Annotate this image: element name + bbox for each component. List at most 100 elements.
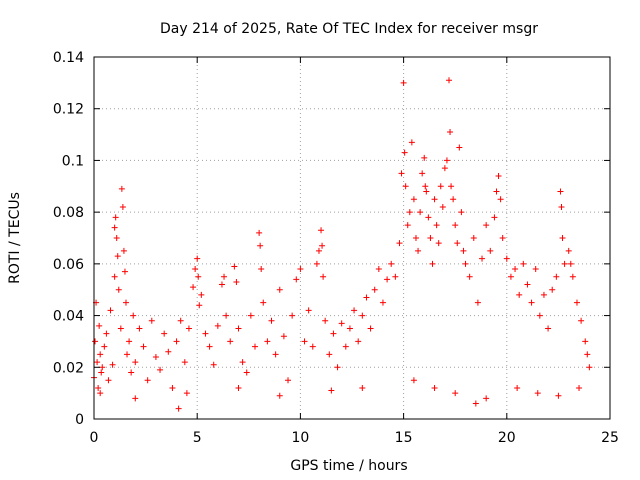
data-point — [305, 307, 312, 314]
data-point — [342, 343, 349, 350]
data-point — [107, 307, 114, 314]
data-point — [545, 325, 552, 332]
data-point — [406, 209, 413, 216]
data-point — [359, 384, 366, 391]
data-point — [410, 377, 417, 384]
data-point — [235, 325, 242, 332]
data-point — [198, 291, 205, 298]
data-point — [483, 395, 490, 402]
data-point — [330, 330, 337, 337]
data-point — [276, 392, 283, 399]
data-point — [132, 395, 139, 402]
data-point — [114, 253, 121, 260]
data-point — [233, 278, 240, 285]
data-point — [251, 343, 258, 350]
data-point — [103, 330, 110, 337]
data-point — [218, 281, 225, 288]
data-point — [443, 157, 450, 164]
data-points — [91, 77, 593, 412]
data-point — [243, 369, 250, 376]
data-point — [175, 405, 182, 412]
data-point — [355, 338, 362, 345]
grid-lines — [94, 57, 610, 419]
data-point — [555, 392, 562, 399]
data-point — [285, 377, 292, 384]
data-point — [412, 235, 419, 241]
data-point — [446, 77, 453, 84]
data-point — [495, 172, 502, 179]
data-point — [516, 291, 523, 298]
data-point — [483, 222, 490, 229]
y-tick-label: 0.1 — [62, 153, 84, 169]
data-point — [318, 227, 325, 234]
data-point — [450, 196, 457, 203]
data-point — [359, 312, 366, 319]
data-point — [584, 351, 591, 358]
y-tick-label: 0.12 — [53, 102, 84, 118]
data-point — [169, 384, 176, 391]
data-point — [272, 351, 279, 358]
data-point — [120, 247, 127, 254]
data-point — [460, 247, 467, 254]
data-point — [92, 338, 99, 345]
y-tick-label: 0.06 — [53, 257, 84, 273]
data-point — [534, 390, 541, 397]
data-point — [289, 312, 296, 319]
data-point — [202, 330, 209, 337]
x-tick-label: 25 — [601, 430, 619, 446]
data-point — [421, 154, 428, 161]
data-point — [309, 343, 316, 350]
data-point — [454, 240, 461, 247]
data-point — [115, 286, 122, 293]
data-point — [99, 364, 106, 371]
x-tick-label: 15 — [395, 430, 413, 446]
data-point — [367, 325, 374, 332]
data-point — [117, 325, 124, 332]
plot-frame — [93, 56, 611, 420]
data-point — [559, 235, 566, 241]
data-point — [231, 263, 238, 270]
data-point — [524, 281, 531, 288]
data-point — [452, 390, 459, 397]
data-point — [210, 361, 217, 368]
data-point — [351, 307, 358, 314]
data-point — [109, 361, 116, 368]
data-point — [388, 260, 395, 267]
data-point — [474, 299, 481, 306]
data-point — [132, 359, 139, 366]
data-point — [101, 343, 108, 350]
data-point — [313, 260, 320, 267]
data-point — [439, 203, 446, 210]
data-point — [435, 240, 442, 247]
data-point — [130, 312, 137, 319]
data-point — [408, 139, 415, 146]
data-point — [422, 183, 429, 190]
data-point — [536, 312, 543, 319]
data-point — [119, 203, 126, 210]
data-point — [297, 266, 304, 273]
data-point — [322, 317, 329, 324]
data-point — [223, 312, 230, 319]
data-point — [260, 299, 267, 306]
data-point — [148, 317, 155, 324]
data-point — [338, 320, 345, 327]
data-point — [419, 170, 426, 177]
data-point — [582, 338, 589, 345]
data-point — [431, 384, 438, 391]
data-point — [557, 188, 564, 195]
data-point — [371, 286, 378, 293]
data-point — [561, 260, 568, 267]
data-point — [96, 322, 103, 329]
data-point — [433, 222, 440, 229]
data-point — [441, 165, 448, 172]
data-point — [470, 235, 477, 241]
data-point — [586, 364, 593, 371]
data-point — [94, 359, 101, 366]
data-point — [423, 188, 430, 195]
data-point — [425, 214, 432, 221]
data-point — [520, 260, 527, 267]
data-point — [268, 317, 275, 324]
data-point — [549, 286, 556, 293]
data-point — [95, 384, 102, 391]
data-point — [487, 247, 494, 254]
